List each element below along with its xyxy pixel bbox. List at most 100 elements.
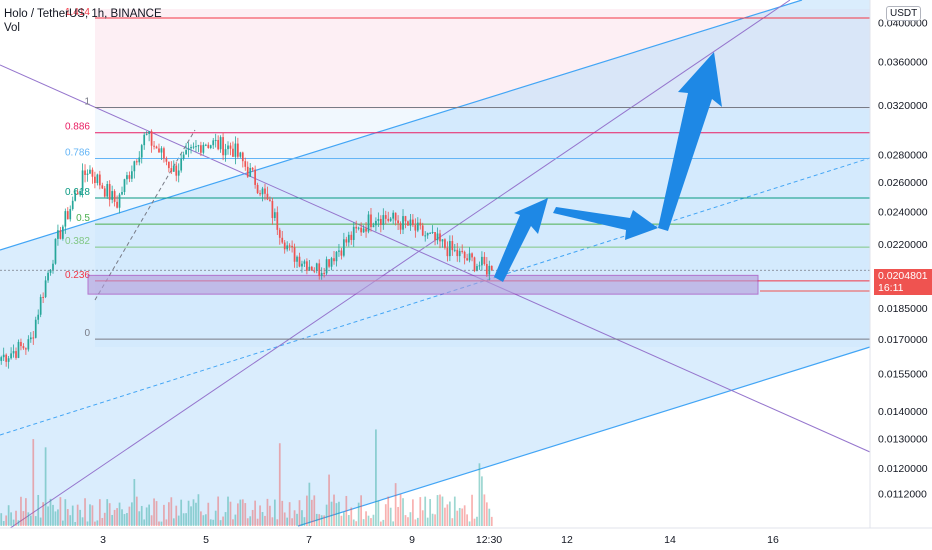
volume-bar-144 [355, 521, 358, 526]
volume-label: Vol [4, 22, 20, 34]
projection-arrows[interactable] [494, 52, 722, 282]
volume-bar-70 [172, 518, 175, 526]
x-tick-label-7: 16 [767, 534, 779, 546]
y-axis-labels: 0.0112000 0.0120000 0.0130000 0.0140000 0.01… [878, 18, 928, 501]
candle-body-103 [254, 169, 256, 185]
volume-bar-42 [103, 512, 106, 526]
y-tick-label-3: 0.0140000 [878, 406, 928, 418]
x-tick-label-1: 5 [203, 534, 209, 546]
candle-body-163 [402, 216, 404, 230]
candle-body-61 [150, 131, 153, 146]
candle-body-129 [318, 263, 321, 277]
current-price-value: 0.0204801 [878, 270, 928, 282]
candle-body-181 [446, 247, 449, 257]
volume-bar-84 [207, 502, 210, 526]
candle-body-80 [197, 145, 200, 147]
volume-bar-163 [402, 498, 404, 526]
candle-body-33 [81, 170, 84, 191]
candle-body-121 [298, 256, 301, 267]
candle-body-35 [86, 173, 89, 175]
volume-bar-27 [66, 509, 69, 526]
candle-body-164 [404, 216, 407, 222]
volume-bar-81 [200, 511, 202, 526]
volume-bar-48 [118, 502, 121, 526]
candle-body-69 [170, 168, 173, 172]
volume-bar-136 [335, 503, 338, 526]
volume-bar-130 [320, 515, 323, 526]
candle-body-11 [27, 339, 30, 350]
currency-button[interactable]: USDT [886, 6, 922, 21]
support-zone[interactable] [87, 274, 759, 295]
volume-bar-121 [298, 500, 301, 526]
volume-bar-87 [214, 510, 217, 526]
volume-bar-187 [461, 508, 464, 526]
volume-bar-112 [276, 519, 279, 526]
candle-body-120 [296, 256, 298, 262]
volume-bar-139 [343, 512, 345, 526]
candle-body-102 [251, 167, 254, 170]
candle-body-176 [434, 231, 436, 241]
volume-bar-114 [281, 500, 284, 526]
candle-body-189 [466, 258, 468, 261]
volume-bar-30 [74, 521, 77, 526]
volume-bar-11 [27, 512, 30, 526]
candle-body-44 [108, 184, 111, 200]
volume-bar-183 [451, 518, 454, 526]
volume-bar-39 [96, 520, 99, 526]
volume-bar-199 [490, 516, 493, 526]
candle-body-170 [419, 222, 422, 226]
candle-body-87 [214, 139, 217, 141]
volume-bar-53 [131, 502, 133, 526]
candle-body-127 [313, 270, 316, 272]
candle-body-130 [320, 272, 323, 277]
candle-body-199 [490, 265, 493, 271]
volume-bar-101 [249, 516, 252, 526]
candle-body-148 [365, 228, 367, 232]
channel-upper-line [0, 0, 803, 251]
volume-bar-49 [121, 509, 123, 526]
y-tick-label-11: 0.0320000 [878, 100, 928, 112]
volume-bar-153 [377, 500, 380, 526]
candle-body-122 [301, 263, 303, 267]
volume-bar-47 [116, 508, 118, 526]
candle-body-92 [227, 145, 229, 150]
volume-bar-17 [42, 502, 45, 526]
candle-body-185 [456, 249, 459, 257]
volume-bar-6 [15, 510, 17, 526]
volume-bar-0 [0, 513, 3, 526]
candle-body-73 [180, 158, 183, 171]
volume-bar-89 [219, 520, 222, 526]
candle-body-100 [246, 166, 249, 177]
volume-bar-72 [177, 515, 180, 526]
candle-body-186 [458, 250, 461, 257]
candle-body-29 [71, 200, 74, 210]
candle-body-125 [308, 266, 311, 271]
volume-bar-160 [394, 483, 397, 526]
x-tick-label-0: 3 [100, 534, 106, 546]
candle-body-154 [379, 218, 382, 225]
volume-bar-170 [419, 497, 422, 526]
time-axis[interactable] [0, 528, 932, 550]
volume-bar-60 [148, 504, 150, 526]
candle-body-40 [98, 174, 101, 186]
volume-bar-138 [340, 515, 343, 526]
candle-body-63 [155, 146, 158, 149]
volume-bar-8 [20, 496, 22, 526]
candle-body-151 [372, 225, 375, 228]
candle-body-17 [42, 296, 45, 298]
current-price-tag: 0.0204801 16:11 [874, 269, 932, 295]
volume-bar-54 [133, 479, 136, 526]
volume-bar-125 [308, 482, 311, 526]
price-axis[interactable] [870, 0, 932, 528]
volume-bar-134 [330, 501, 333, 526]
candle-body-79 [195, 146, 197, 148]
volume-bar-50 [123, 514, 126, 526]
volume-bar-78 [192, 499, 195, 526]
fib-label-7: 1 [84, 96, 90, 107]
chart-header: Holo / TetherUS, 1h, BINANCE Vol [4, 8, 162, 34]
candle-body-19 [47, 272, 49, 281]
volume-bar-3 [7, 505, 10, 526]
candle-body-2 [5, 354, 8, 362]
candle-body-60 [148, 131, 150, 134]
